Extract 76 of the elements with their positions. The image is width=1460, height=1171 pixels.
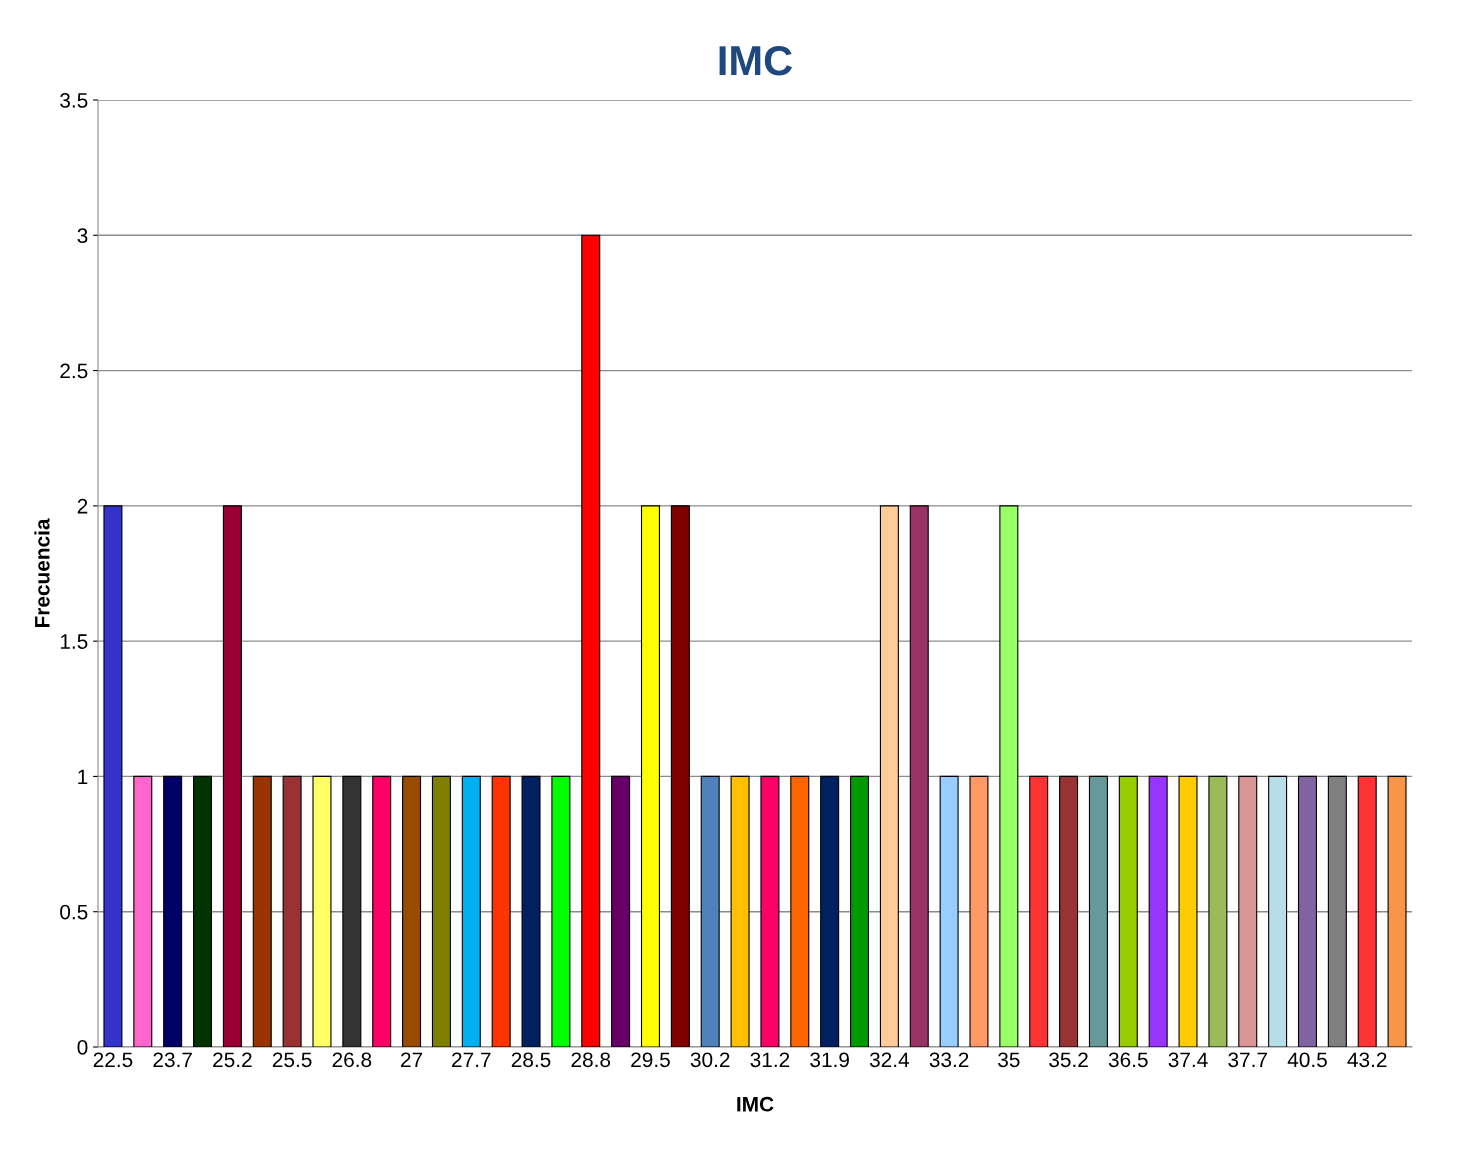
- x-tick-label: 25.2: [213, 1052, 252, 1068]
- bar: [939, 775, 959, 1047]
- x-tick-label: 28.8: [571, 1052, 611, 1068]
- y-tick-label: 1.5: [60, 634, 88, 649]
- x-tick-label: 37.4: [1168, 1052, 1208, 1068]
- bar: [163, 775, 183, 1047]
- x-tick-label: 32.4: [869, 1052, 910, 1068]
- bar: [581, 234, 601, 1047]
- bar: [133, 775, 153, 1047]
- bar: [1118, 775, 1138, 1047]
- x-tick-label: 26.8: [332, 1052, 372, 1068]
- bar: [1029, 775, 1049, 1047]
- x-tick-label: 27.7: [452, 1052, 491, 1067]
- x-tick-label: 36.5: [1108, 1052, 1148, 1068]
- bar: [611, 775, 631, 1047]
- bar: [431, 775, 451, 1047]
- bar: [1208, 775, 1228, 1047]
- x-tick-label: 33.2: [929, 1052, 969, 1068]
- bar: [402, 775, 422, 1047]
- bar: [790, 775, 810, 1047]
- chart-title: IMC: [719, 45, 793, 76]
- bar: [1059, 775, 1079, 1047]
- bar: [222, 505, 242, 1047]
- x-tick-label: 35: [998, 1052, 1020, 1068]
- bar: [879, 505, 899, 1047]
- bar: [1357, 775, 1377, 1047]
- y-tick-label: 0: [77, 1040, 88, 1055]
- bar: [909, 505, 929, 1047]
- x-tick-label: 40.5: [1287, 1052, 1327, 1068]
- bar: [1297, 775, 1317, 1047]
- bar: [461, 775, 481, 1047]
- x-tick-label: 31.9: [810, 1052, 849, 1068]
- bar: [969, 775, 989, 1047]
- x-tick-label: 27: [401, 1052, 423, 1067]
- x-tick-label: 23.7: [153, 1052, 192, 1068]
- bar: [640, 505, 660, 1047]
- y-tick-label: 1: [78, 769, 88, 784]
- y-tick-label: 3: [77, 228, 88, 244]
- bar: [850, 775, 870, 1047]
- bar: [1178, 775, 1198, 1047]
- bar: [1268, 775, 1288, 1047]
- bar: [760, 775, 780, 1047]
- y-tick-label: 3.5: [60, 93, 88, 108]
- y-tick-label: 2: [77, 498, 88, 514]
- bar: [999, 505, 1019, 1047]
- x-tick-label: 31.2: [750, 1052, 790, 1068]
- bar: [1238, 775, 1258, 1047]
- x-tick-label: 43.2: [1347, 1052, 1387, 1068]
- bar: [820, 775, 840, 1047]
- bar: [372, 775, 392, 1047]
- bar: [342, 775, 362, 1047]
- x-tick-label: 29.5: [631, 1052, 670, 1068]
- x-tick-label: 28.5: [511, 1052, 551, 1068]
- x-axis-title: IMC: [737, 1096, 774, 1112]
- bar: [551, 775, 571, 1047]
- x-tick-label: 35.2: [1049, 1052, 1088, 1068]
- x-tick-label: 30.2: [690, 1052, 730, 1068]
- x-tick-label: 25.5: [272, 1052, 312, 1068]
- bar: [1088, 775, 1108, 1047]
- x-tick-label: 37.7: [1228, 1052, 1267, 1068]
- bar: [282, 775, 302, 1047]
- bar: [1387, 775, 1407, 1047]
- y-tick-label: 2.5: [60, 363, 88, 379]
- bar: [700, 775, 720, 1047]
- bar: [252, 775, 272, 1047]
- bar: [521, 775, 541, 1047]
- bar: [730, 775, 750, 1047]
- bar: [491, 775, 511, 1047]
- y-axis-title: Frecuencia: [34, 518, 50, 628]
- bar: [1148, 775, 1168, 1047]
- y-tick-label: 0.5: [60, 904, 88, 920]
- bar: [670, 505, 690, 1047]
- x-tick-label: 22.5: [93, 1052, 133, 1068]
- bar: [193, 775, 213, 1047]
- bar: [312, 775, 332, 1047]
- bar: [103, 505, 123, 1047]
